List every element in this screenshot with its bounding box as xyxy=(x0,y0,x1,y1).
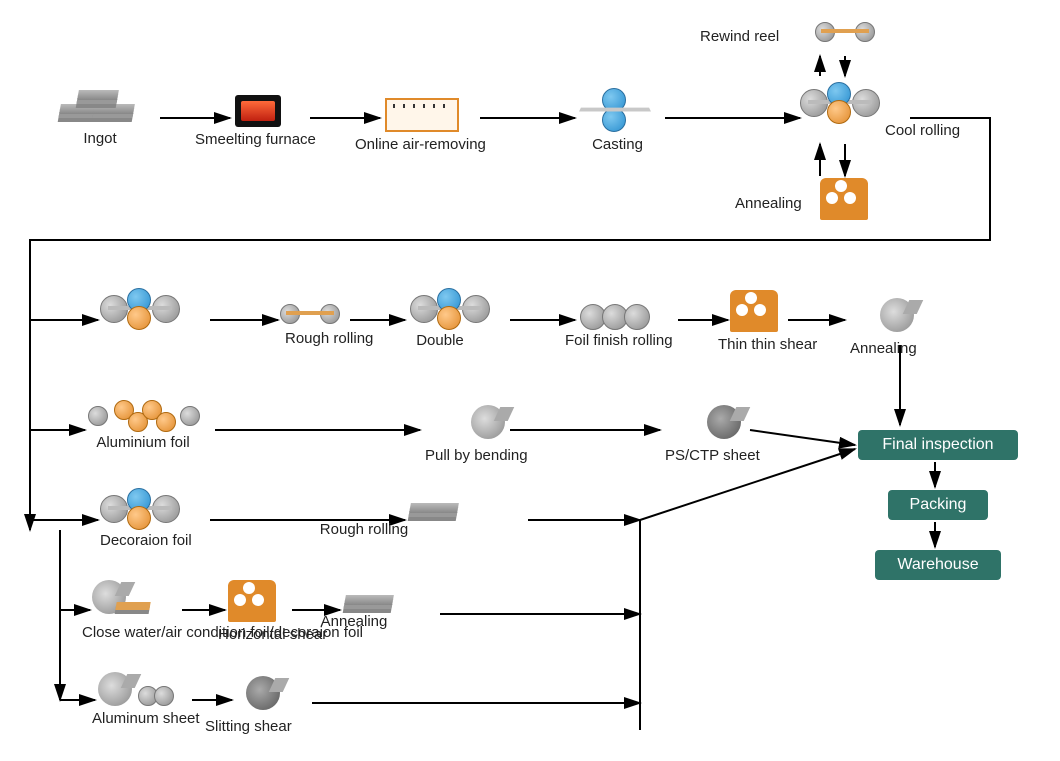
annealing-1-node xyxy=(820,178,868,220)
ingot-node: Ingot xyxy=(60,90,140,147)
annealing-icon xyxy=(228,580,276,622)
cool-rolling-icon xyxy=(800,82,880,122)
ingot-icon xyxy=(60,90,140,126)
warehouse-box: Warehouse xyxy=(875,550,1001,580)
aluminium-foil-node: Annealing xyxy=(850,298,917,357)
pull-bending-node: Aluminium foil xyxy=(88,400,198,451)
decoration-foil-node: PS/CTP sheet xyxy=(665,405,760,464)
close-foil-node: Rough rolling xyxy=(410,500,458,538)
annealing-2-node: Thin thin shear xyxy=(730,290,817,353)
rewind-reel-icon xyxy=(815,18,875,44)
thin-shear-icon xyxy=(580,298,650,328)
annealing-1-label: Annealing xyxy=(735,195,802,212)
aluminum-strip-node: Slitting shear xyxy=(235,676,292,735)
sheet-stack-icon xyxy=(344,595,394,605)
sheet-coil-icon xyxy=(471,405,505,439)
casting-icon xyxy=(580,88,650,132)
double-icon xyxy=(280,300,340,326)
hshear-icon xyxy=(92,580,152,620)
annealing-icon xyxy=(820,178,868,220)
foil-coil-icon xyxy=(880,298,914,332)
smelting-furnace-node: Smeelting furnace xyxy=(235,95,316,148)
double-node: Rough rolling xyxy=(280,300,373,347)
flow-arrows xyxy=(0,0,1060,761)
air-removing-node: Online air-removing xyxy=(385,98,486,153)
slitting-icon xyxy=(98,672,178,706)
rough-rolling-1-node xyxy=(100,288,180,332)
furnace-icon xyxy=(235,95,281,127)
strip-coil-icon xyxy=(246,676,280,710)
rough-rolling-icon xyxy=(100,488,180,528)
rewind-reel-label: Rewind reel xyxy=(700,28,779,45)
packing-box: Packing xyxy=(888,490,988,520)
slitting-shear-node: Aluminum sheet xyxy=(98,672,200,727)
foil-finish-icon xyxy=(410,288,490,328)
cool-rolling-node xyxy=(800,82,880,122)
air-removing-icon xyxy=(385,98,459,132)
stack-icon xyxy=(409,503,459,513)
aluminum-sheet-node: Annealing xyxy=(345,592,393,630)
rough-rolling-icon xyxy=(100,288,180,328)
annealing-3-node: Horizontal shear xyxy=(228,580,327,643)
final-inspection-box: Final inspection xyxy=(858,430,1018,460)
pull-bending-icon xyxy=(88,400,198,430)
annealing-icon xyxy=(730,290,778,332)
ps-ctp-node: Pull by bending xyxy=(425,405,528,464)
rough-rolling-2-node: Decoraion foil xyxy=(100,488,192,549)
cool-rolling-label: Cool rolling xyxy=(885,122,960,139)
casting-node: Casting xyxy=(580,88,650,153)
foil-finish-node: Double xyxy=(410,288,490,349)
deco-coil-icon xyxy=(707,405,741,439)
thin-shear-node: Foil finish rolling xyxy=(580,298,673,349)
